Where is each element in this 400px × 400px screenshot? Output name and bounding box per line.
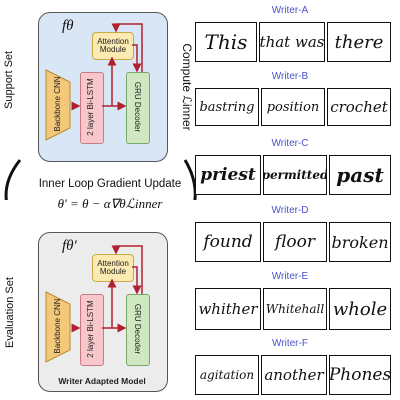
writer-d-word-2: floor xyxy=(263,222,327,262)
writer-d-word-3: broken xyxy=(329,222,391,262)
writer-f-word-1: agitation xyxy=(195,355,259,395)
bottom-flow-arrows xyxy=(71,245,143,333)
bottom-bilstm-block xyxy=(80,294,104,366)
writer-c-word-2: permitted xyxy=(263,155,327,195)
writer-b-word-2: position xyxy=(261,88,325,126)
writer-label: Writer-F xyxy=(272,338,308,349)
writer-label: Writer-E xyxy=(271,271,309,282)
writer-a-word-2: that was xyxy=(259,22,325,62)
bottom-attention-label: Attention Module xyxy=(97,259,129,276)
top-backbone-shape xyxy=(45,69,71,141)
writer-label: Writer-A xyxy=(271,5,309,16)
inner-loop-update-title: Inner Loop Gradient Update xyxy=(38,178,182,190)
writer-d-word-1: found xyxy=(195,222,261,262)
writer-c-word-1: priest xyxy=(195,155,261,195)
bottom-gru-block xyxy=(126,294,150,366)
writer-e-word-1: whither xyxy=(195,288,261,330)
model-f-theta-label: fθ xyxy=(62,18,74,34)
inner-loop-update-formula: θ′ = θ − α∇θℒinner xyxy=(57,196,163,211)
writer-f-word-2: another xyxy=(261,355,327,395)
writer-b-word-1: bastring xyxy=(195,88,259,126)
writer-label: Writer-C xyxy=(271,138,309,149)
writer-a-word-3: there xyxy=(327,22,391,62)
writer-a-word-1: This xyxy=(195,22,257,62)
top-gru-block xyxy=(126,72,150,144)
bottom-attention-module: Attention Module xyxy=(92,254,134,282)
writer-adapted-model-caption: Writer Adapted Model xyxy=(58,376,146,386)
adapted-model-f-label: fθ′ xyxy=(62,238,77,254)
top-attention-label: Attention Module xyxy=(97,37,129,54)
writer-e-word-3: whole xyxy=(329,288,391,330)
top-flow-arrows xyxy=(4,23,197,200)
top-bilstm-block xyxy=(80,72,104,144)
writer-b-word-3: crochet xyxy=(327,88,391,126)
writer-e-word-2: Whitehall xyxy=(263,288,327,330)
writer-label: Writer-B xyxy=(271,71,309,82)
writer-label: Writer-D xyxy=(271,205,309,216)
writer-c-word-3: past xyxy=(329,155,391,195)
writer-f-word-3: Phones xyxy=(329,355,391,395)
bottom-backbone-shape xyxy=(45,291,71,363)
